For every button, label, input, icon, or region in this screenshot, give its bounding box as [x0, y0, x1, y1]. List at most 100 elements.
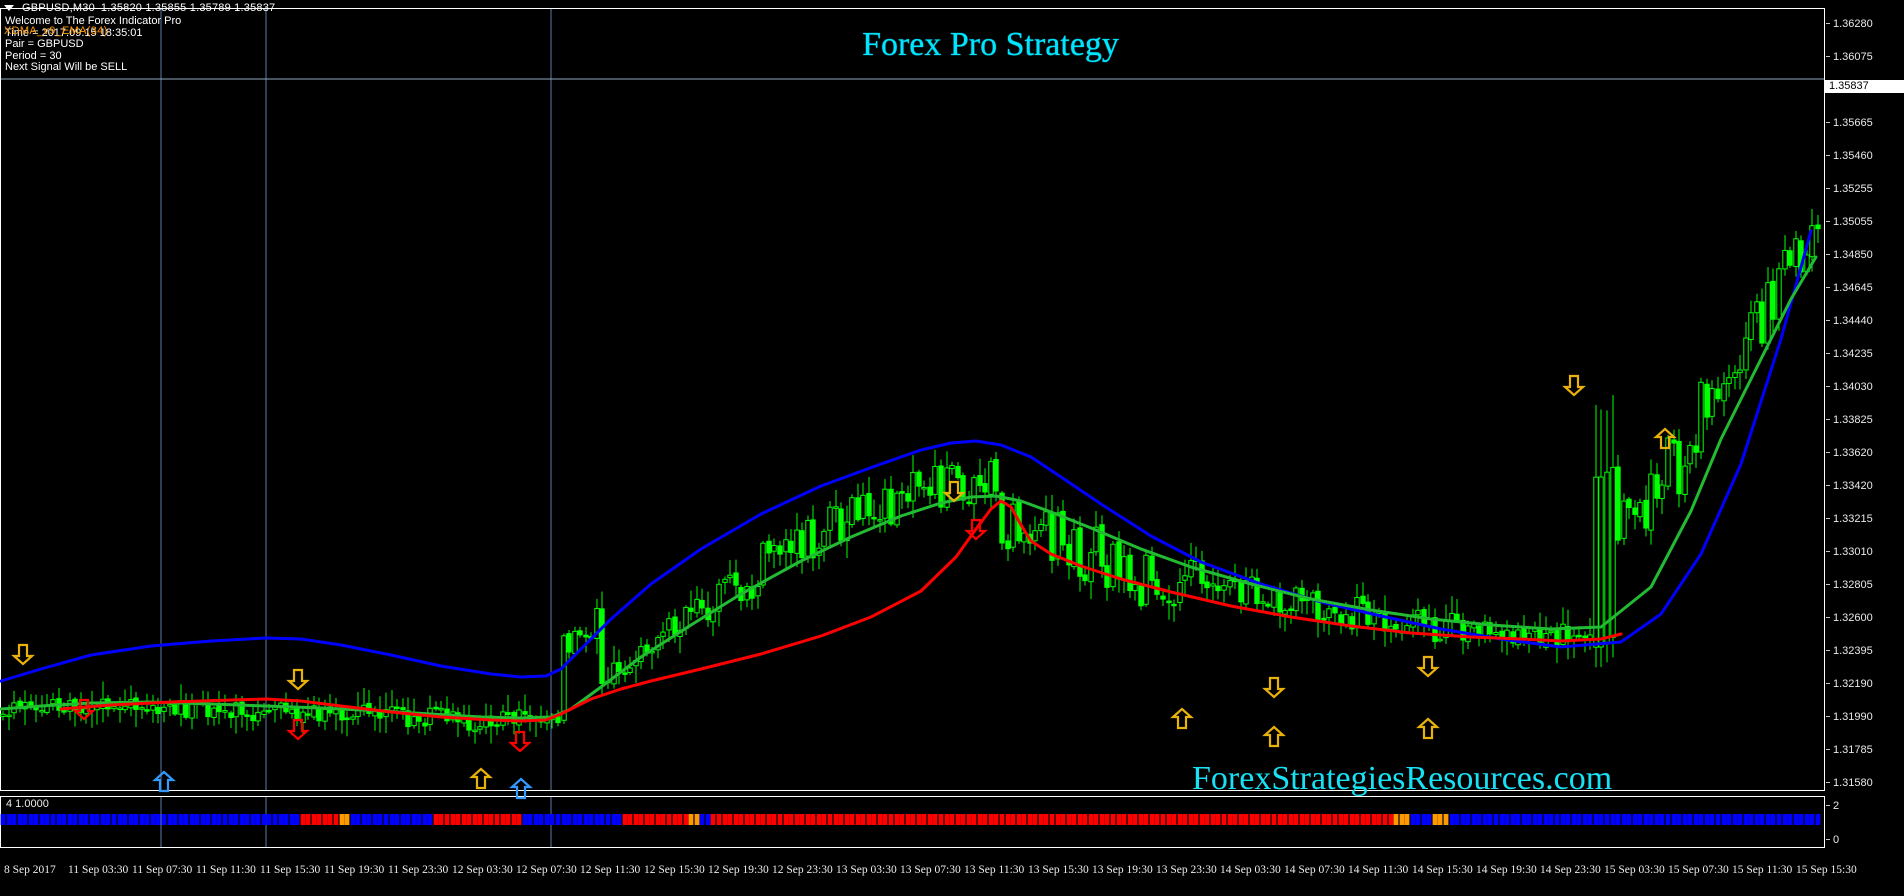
candle-body: [1293, 587, 1299, 612]
histogram-bar: [783, 814, 789, 825]
histogram-bar: [1554, 814, 1560, 825]
candle-body: [1704, 383, 1710, 418]
price-chart-canvas[interactable]: [0, 9, 1824, 800]
histogram-bar: [722, 814, 728, 825]
chevron-down-icon[interactable]: [4, 4, 14, 11]
candle-body: [777, 545, 783, 555]
histogram-bar: [266, 814, 272, 825]
price-axis[interactable]: 1.362801.360751.358701.356651.354601.352…: [1825, 8, 1904, 822]
histogram-bar: [1382, 814, 1388, 825]
histogram-bar: [844, 814, 850, 825]
candle-body: [1659, 484, 1665, 500]
candle-body: [244, 714, 250, 717]
site-watermark: ForexStrategiesResources.com: [1192, 760, 1613, 797]
candle-body: [1343, 614, 1349, 626]
price-tick: 1.36280: [1825, 18, 1904, 30]
histogram-bar: [22, 814, 28, 825]
histogram-bar: [1709, 814, 1715, 825]
histogram-bar: [1659, 814, 1665, 825]
histogram-bar: [1288, 814, 1294, 825]
candle-body: [1238, 580, 1244, 603]
histogram-bar: [1110, 814, 1116, 825]
candle-body: [1687, 444, 1693, 465]
candle-body: [222, 710, 228, 713]
candle-body: [1610, 466, 1616, 638]
histogram-bar: [1188, 814, 1194, 825]
candle-body: [694, 598, 700, 614]
histogram-bar: [1460, 814, 1466, 825]
histogram-bar: [377, 814, 383, 825]
candle-body: [67, 700, 73, 712]
histogram-bar: [1254, 814, 1260, 825]
candle-body: [699, 599, 705, 609]
ma-mid-green-line: [0, 255, 1818, 720]
candle-body: [1110, 543, 1116, 588]
histogram-bar: [1471, 814, 1477, 825]
histogram-bar: [1443, 814, 1449, 825]
histogram-bar: [1504, 814, 1510, 825]
candle-body: [1349, 616, 1355, 630]
sell-arrow-icon: [1416, 655, 1440, 678]
histogram-bar: [78, 814, 84, 825]
price-tick: 1.32395: [1825, 645, 1904, 657]
candle-body: [1265, 603, 1271, 607]
histogram-bar: [1682, 814, 1688, 825]
price-tick: 1.36075: [1825, 51, 1904, 63]
histogram-bar: [477, 814, 483, 825]
histogram-bar: [1393, 814, 1399, 825]
histogram-bar: [1049, 814, 1055, 825]
candle-body: [61, 709, 67, 713]
histogram-bar: [139, 814, 145, 825]
candle-body: [561, 635, 567, 721]
histogram-bar: [161, 814, 167, 825]
candle-body: [1765, 282, 1771, 344]
histogram-bar: [1604, 814, 1610, 825]
candle-body: [688, 607, 694, 612]
candle-body: [1770, 280, 1776, 320]
histogram-bar: [1071, 814, 1077, 825]
candle-body: [1476, 625, 1482, 636]
time-tick-label: 14 Sep 15:30: [1412, 864, 1473, 876]
candle-body: [466, 719, 472, 731]
comment-line-welcome: Welcome to The Forex Indicator Pro: [5, 15, 182, 27]
sell-arrow-icon: [1562, 374, 1586, 397]
candle-body: [1066, 543, 1072, 566]
histogram-bar: [1238, 814, 1244, 825]
indicator-histogram-canvas[interactable]: [0, 797, 1824, 847]
candle-body: [1593, 476, 1599, 648]
candle-body: [622, 672, 628, 675]
histogram-bar: [0, 814, 6, 825]
histogram-bar: [577, 814, 583, 825]
histogram-bar: [372, 814, 378, 825]
histogram-bar: [17, 814, 23, 825]
histogram-bar: [533, 814, 539, 825]
candle-body: [0, 713, 6, 717]
time-tick-label: 11 Sep 19:30: [324, 864, 385, 876]
histogram-bar: [1643, 814, 1649, 825]
buy-arrow-icon: [1416, 717, 1440, 740]
candle-body: [799, 530, 805, 559]
histogram-bar: [1632, 814, 1638, 825]
histogram-bar: [660, 814, 666, 825]
chart-title: Forex Pro Strategy: [862, 26, 1119, 63]
histogram-bar: [949, 814, 955, 825]
buy-arrow-icon: [1262, 725, 1286, 748]
price-tick: 1.33825: [1825, 414, 1904, 426]
candle-body: [1759, 301, 1765, 344]
comment-line-pair: Pair = GBPUSD: [5, 38, 84, 51]
histogram-bar: [427, 814, 433, 825]
histogram-bar: [1088, 814, 1094, 825]
histogram-bar: [544, 814, 550, 825]
candle-body: [1382, 611, 1388, 632]
time-axis[interactable]: 8 Sep 2017 11 Sep 03:30 11 Sep 07:30 11 Sep…: [0, 848, 1904, 896]
histogram-bar: [993, 814, 999, 825]
histogram-bar: [672, 814, 678, 825]
candle-body: [289, 708, 295, 714]
histogram-bar: [1005, 814, 1011, 825]
candle-body: [1182, 575, 1188, 581]
histogram-bar: [899, 814, 905, 825]
candle-body: [422, 722, 428, 727]
candle-body: [416, 715, 422, 722]
candle-body: [305, 713, 311, 716]
histogram-bar: [588, 814, 594, 825]
